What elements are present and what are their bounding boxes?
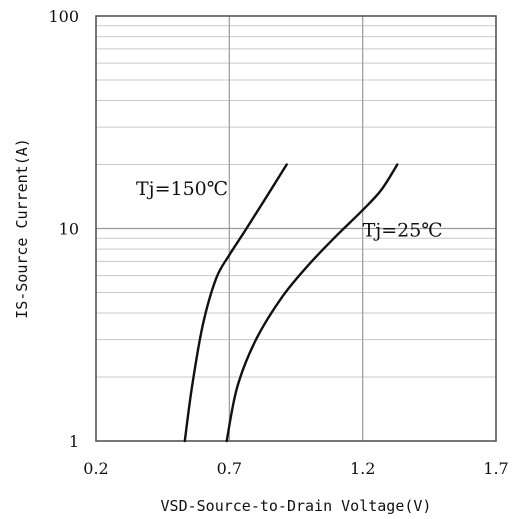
tick-labels: 0.2 0.7 1.2 1.7 1 10 100 <box>48 7 508 478</box>
y-tick-label: 10 <box>59 220 79 239</box>
plot-frame <box>95 15 497 442</box>
x-tick-label: 0.7 <box>217 459 242 478</box>
series-line-0 <box>183 163 288 443</box>
x-tick-label: 1.7 <box>483 459 508 478</box>
y-axis-label: IS-Source Current(A) <box>13 138 31 319</box>
series-label-1: Tj=25℃ <box>363 219 443 241</box>
series-label-0: Tj=150℃ <box>136 178 228 200</box>
annotation-layer: Tj=150℃ Tj=25℃ <box>136 178 443 241</box>
series-layer <box>183 163 399 443</box>
series-line-1 <box>225 163 399 443</box>
x-tick-label: 0.2 <box>83 459 108 478</box>
x-axis-label: VSD-Source-to-Drain Voltage(V) <box>161 497 432 515</box>
x-tick-label: 1.2 <box>350 459 375 478</box>
grid <box>96 16 496 441</box>
y-tick-label: 100 <box>48 7 79 26</box>
y-tick-label: 1 <box>69 432 79 451</box>
